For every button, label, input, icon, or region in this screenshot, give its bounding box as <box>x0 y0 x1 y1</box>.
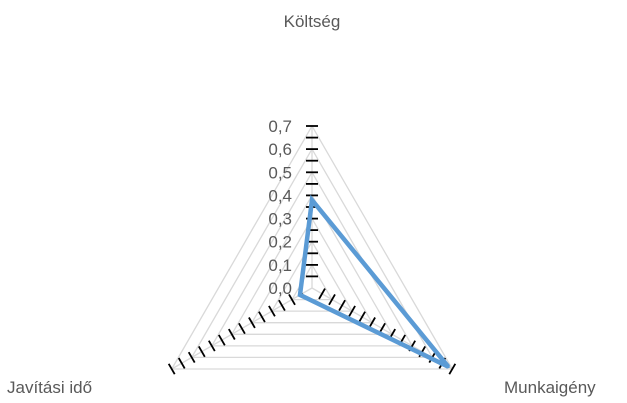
axis-tick-2-5 <box>258 311 266 323</box>
tick-label-5: 0,5 <box>268 163 292 182</box>
axis-tick-2-9 <box>218 334 226 346</box>
axis-tick-2-8 <box>228 328 236 340</box>
series-polygon-0 <box>297 194 451 369</box>
axis-tick-2-10 <box>208 340 216 352</box>
axis-tick-2-4 <box>268 305 276 317</box>
axis-tick-2-12 <box>187 351 196 364</box>
category-label-munkaigeny: Munkaigény <box>504 378 596 397</box>
axis-tick-1-5 <box>358 311 366 323</box>
axis-tick-1-3 <box>338 299 346 312</box>
tick-label-7: 0,7 <box>268 117 292 136</box>
axis-tick-1-6 <box>368 317 376 329</box>
axis-tick-2-2 <box>288 293 296 306</box>
label-layer: Költség Munkaigény Javítási idő <box>7 12 596 397</box>
grid-ring-6 <box>190 147 434 359</box>
tick-label-6: 0,6 <box>268 140 292 159</box>
axis-tick-2-6 <box>248 317 256 329</box>
tick-label-4: 0,4 <box>268 186 292 205</box>
axis-tick-1-4 <box>348 305 356 317</box>
axis-tick-1-14 <box>448 363 457 375</box>
axis-tick-2-14 <box>167 363 176 375</box>
series-layer <box>297 194 451 369</box>
axis-tick-1-1 <box>318 288 326 300</box>
axis-tick-1-2 <box>328 293 336 306</box>
grid-ring-3 <box>250 217 374 324</box>
series-point-0-0 <box>310 198 314 202</box>
tick-label-2: 0,2 <box>268 233 292 252</box>
axis-tick-2-13 <box>177 357 186 369</box>
category-label-javitasi-ido: Javítási idő <box>7 378 92 397</box>
tick-label-0: 0,0 <box>268 279 292 298</box>
series-point-0-2 <box>298 293 302 297</box>
grid-ring-2 <box>270 240 354 312</box>
tick-label-1: 0,1 <box>268 256 292 275</box>
axis-tick-2-7 <box>238 322 246 335</box>
axis-tick-2-3 <box>278 299 286 312</box>
axis-tick-2-11 <box>198 345 206 358</box>
axis-layer <box>167 125 457 375</box>
series-point-0-1 <box>446 365 450 369</box>
tick-label-3: 0,3 <box>268 210 292 229</box>
grid-ring-4 <box>230 194 394 335</box>
category-label-koltseg: Költség <box>284 12 341 31</box>
grid-ring-7 <box>170 124 454 370</box>
tick-label-layer: 0,0 0,1 0,2 0,3 0,4 0,5 0,6 0,7 <box>268 117 292 298</box>
